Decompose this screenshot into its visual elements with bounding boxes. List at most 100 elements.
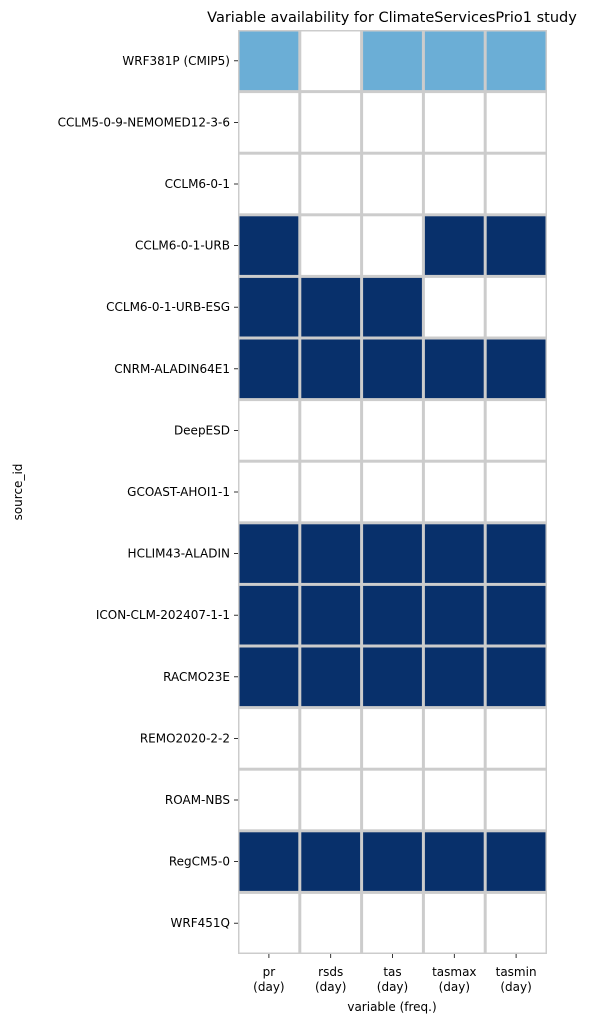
- y-tick-label: CNRM-ALADIN64E1: [114, 362, 230, 376]
- heatmap-cell: [363, 339, 422, 399]
- heatmap-cell: [424, 339, 484, 399]
- heatmap-cell: [363, 832, 422, 891]
- heatmap-cell: [301, 277, 361, 337]
- y-axis-tick-labels: WRF381P (CMIP5) CCLM5-0-9-NEMOMED12-3-6 CC…: [58, 54, 238, 930]
- y-tick-label: REMO2020-2-2: [140, 731, 230, 745]
- x-tick-label: tasmin: [496, 965, 537, 979]
- heatmap-cell: [239, 709, 299, 768]
- heatmap-cell: [301, 709, 361, 768]
- heatmap-cell: [301, 93, 361, 152]
- y-tick-label: WRF451Q: [171, 916, 230, 930]
- heatmap-cell: [424, 524, 484, 583]
- heatmap-cell: [239, 339, 299, 399]
- x-tick-freq-label: (day): [315, 980, 346, 994]
- heatmap-cell: [363, 770, 422, 830]
- heatmap-cell: [486, 462, 546, 522]
- heatmap-cell: [486, 832, 546, 891]
- x-tick-label: pr: [263, 965, 276, 979]
- heatmap-cell: [239, 216, 299, 275]
- heatmap-cell: [486, 216, 546, 275]
- heatmap-cell: [301, 832, 361, 891]
- heatmap-cell: [301, 462, 361, 522]
- y-tick-label: CCLM6-0-1-URB: [135, 239, 230, 253]
- heatmap-cell: [363, 216, 422, 275]
- y-tick-label: ROAM-NBS: [165, 793, 230, 807]
- heatmap-cell: [301, 647, 361, 707]
- x-tick-freq-label: (day): [439, 980, 470, 994]
- y-tick-label: RACMO23E: [163, 670, 230, 684]
- heatmap-cell: [301, 339, 361, 399]
- heatmap-cell: [363, 93, 422, 152]
- heatmap-cell: [486, 585, 546, 645]
- heatmap-cell: [486, 647, 546, 707]
- heatmap-cell: [301, 585, 361, 645]
- x-axis-tick-labels: pr(day)rsds(day)tas(day)tasmax(day)tasmi…: [253, 954, 537, 994]
- heatmap-cell: [424, 770, 484, 830]
- heatmap-cell: [239, 585, 299, 645]
- heatmap-cell: [424, 93, 484, 152]
- x-tick-freq-label: (day): [377, 980, 408, 994]
- y-tick-label: GCOAST-AHOI1-1: [127, 485, 230, 499]
- x-tick-label: tasmax: [432, 965, 476, 979]
- heatmap-cell: [239, 647, 299, 707]
- y-tick-label: CCLM6-0-1: [165, 177, 230, 191]
- heatmap-cell: [486, 93, 546, 152]
- heatmap-cell: [486, 893, 546, 953]
- heatmap-cell: [363, 154, 422, 214]
- heatmap-cell: [239, 462, 299, 522]
- heatmap-cell: [424, 401, 484, 460]
- heatmap-cell: [486, 31, 546, 91]
- y-axis-label: source_id: [11, 464, 25, 521]
- heatmap-cell: [486, 770, 546, 830]
- heatmap-cell: [301, 154, 361, 214]
- heatmap-cell: [486, 524, 546, 583]
- heatmap-cell: [363, 277, 422, 337]
- heatmap-cell: [239, 770, 299, 830]
- heatmap-cell: [239, 31, 299, 91]
- heatmap-cell: [486, 401, 546, 460]
- heatmap-cell: [363, 585, 422, 645]
- heatmap-cell: [301, 401, 361, 460]
- heatmap-cell: [486, 709, 546, 768]
- y-tick-label: WRF381P (CMIP5): [122, 54, 230, 68]
- heatmap-cell: [486, 154, 546, 214]
- heatmap-cell: [486, 277, 546, 337]
- y-tick-label: RegCM5-0: [169, 855, 230, 869]
- heatmap-cell: [486, 339, 546, 399]
- heatmap-cell: [301, 31, 361, 91]
- heatmap-cell: [301, 216, 361, 275]
- heatmap-cell: [239, 524, 299, 583]
- heatmap-cell: [239, 277, 299, 337]
- heatmap-cell: [363, 647, 422, 707]
- heatmap-cell: [239, 401, 299, 460]
- y-tick-label: ICON-CLM-202407-1-1: [96, 608, 230, 622]
- heatmap-cell: [363, 709, 422, 768]
- heatmap-cell: [363, 401, 422, 460]
- heatmap-cell: [424, 709, 484, 768]
- heatmap-cell: [363, 524, 422, 583]
- heatmap-cell: [424, 832, 484, 891]
- heatmap-cell: [424, 31, 484, 91]
- heatmap-cell: [301, 893, 361, 953]
- heatmap-cell: [301, 770, 361, 830]
- chart-title: Variable availability for ClimateService…: [207, 10, 577, 26]
- heatmap-cell: [239, 93, 299, 152]
- y-tick-label: HCLIM43-ALADIN: [128, 547, 230, 561]
- heatmap-cell: [239, 832, 299, 891]
- heatmap-cell: [363, 462, 422, 522]
- heatmap-cell: [424, 585, 484, 645]
- x-tick-label: rsds: [318, 965, 343, 979]
- y-tick-label: CCLM6-0-1-URB-ESG: [106, 300, 230, 314]
- heatmap-cell: [424, 893, 484, 953]
- y-tick-label: DeepESD: [174, 423, 230, 437]
- heatmap-cell: [424, 216, 484, 275]
- heatmap-cell: [424, 277, 484, 337]
- y-tick-label: CCLM5-0-9-NEMOMED12-3-6: [58, 115, 230, 129]
- x-tick-freq-label: (day): [253, 980, 284, 994]
- heatmap-cell: [301, 524, 361, 583]
- heatmap-cell: [363, 893, 422, 953]
- x-tick-label: tas: [383, 965, 401, 979]
- heatmap-cells: [238, 30, 547, 954]
- heatmap-cell: [424, 154, 484, 214]
